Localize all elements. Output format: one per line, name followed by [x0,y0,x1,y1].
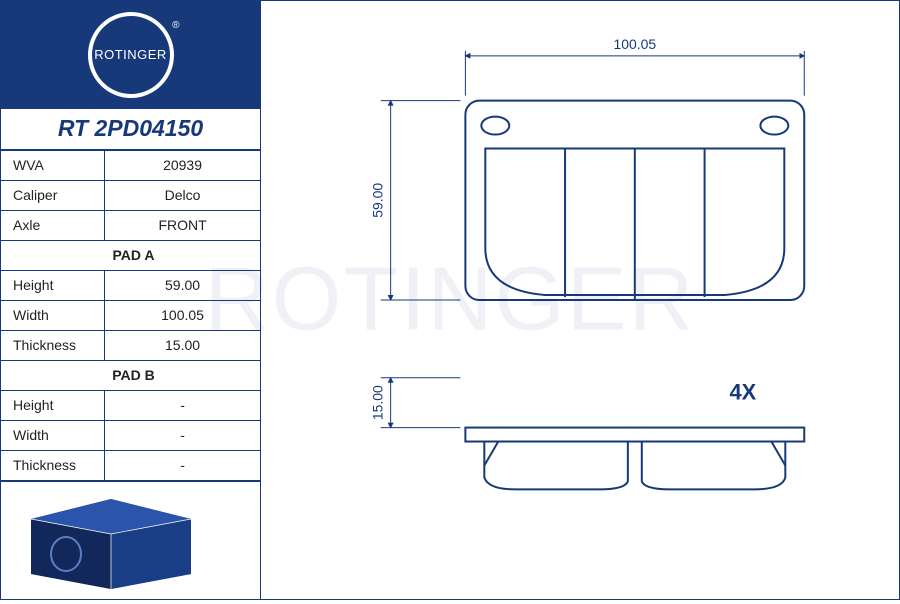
table-row: Thickness15.00 [1,330,260,360]
spec-label: Axle [1,210,105,240]
page: ROTINGER ROTINGER ® RT 2PD04150 WVA20939… [0,0,900,600]
logo-cell: ROTINGER ® [1,1,260,109]
spec-label: Width [1,420,105,450]
spec-value: 59.00 [105,270,260,300]
spec-value: - [105,390,260,420]
pad-b-header: PAD B [1,360,260,390]
table-row: PAD B [1,360,260,390]
spec-label: Height [1,390,105,420]
spec-label: WVA [1,150,105,180]
table-row: WVA20939 [1,150,260,180]
spec-value: - [105,420,260,450]
spec-value: 20939 [105,150,260,180]
package-box-icon [1,482,260,599]
pad-a-header: PAD A [1,240,260,270]
spec-label: Thickness [1,450,105,480]
height-label: 59.00 [370,183,386,218]
width-label: 100.05 [613,36,656,52]
table-row: CaliperDelco [1,180,260,210]
table-row: Width- [1,420,260,450]
part-number: RT 2PD04150 [1,109,260,150]
width-dimension: 100.05 [465,36,804,96]
spec-label: Thickness [1,330,105,360]
spec-label: Height [1,270,105,300]
pad-side-view [465,428,804,490]
sidebar: ROTINGER ® RT 2PD04150 WVA20939 CaliperD… [1,1,261,599]
table-row: Height59.00 [1,270,260,300]
spec-value: 15.00 [105,330,260,360]
registered-icon: ® [172,20,179,31]
thickness-label: 15.00 [370,385,386,420]
technical-drawing: 100.05 59.00 [261,1,899,599]
spec-value: 100.05 [105,300,260,330]
table-row: PAD A [1,240,260,270]
quantity-label: 4X [730,380,757,405]
thickness-dimension: 15.00 [370,378,461,428]
logo-text: ROTINGER [94,47,167,62]
spec-value: FRONT [105,210,260,240]
table-row: Height- [1,390,260,420]
table-row: Width100.05 [1,300,260,330]
height-dimension: 59.00 [370,101,461,300]
spec-label: Caliper [1,180,105,210]
spec-value: - [105,450,260,480]
spec-table: WVA20939 CaliperDelco AxleFRONT PAD A He… [1,150,260,481]
spec-value: Delco [105,180,260,210]
table-row: Thickness- [1,450,260,480]
pad-front-view [465,101,804,300]
spec-label: Width [1,300,105,330]
table-row: AxleFRONT [1,210,260,240]
logo-ring-icon: ROTINGER ® [88,12,174,98]
